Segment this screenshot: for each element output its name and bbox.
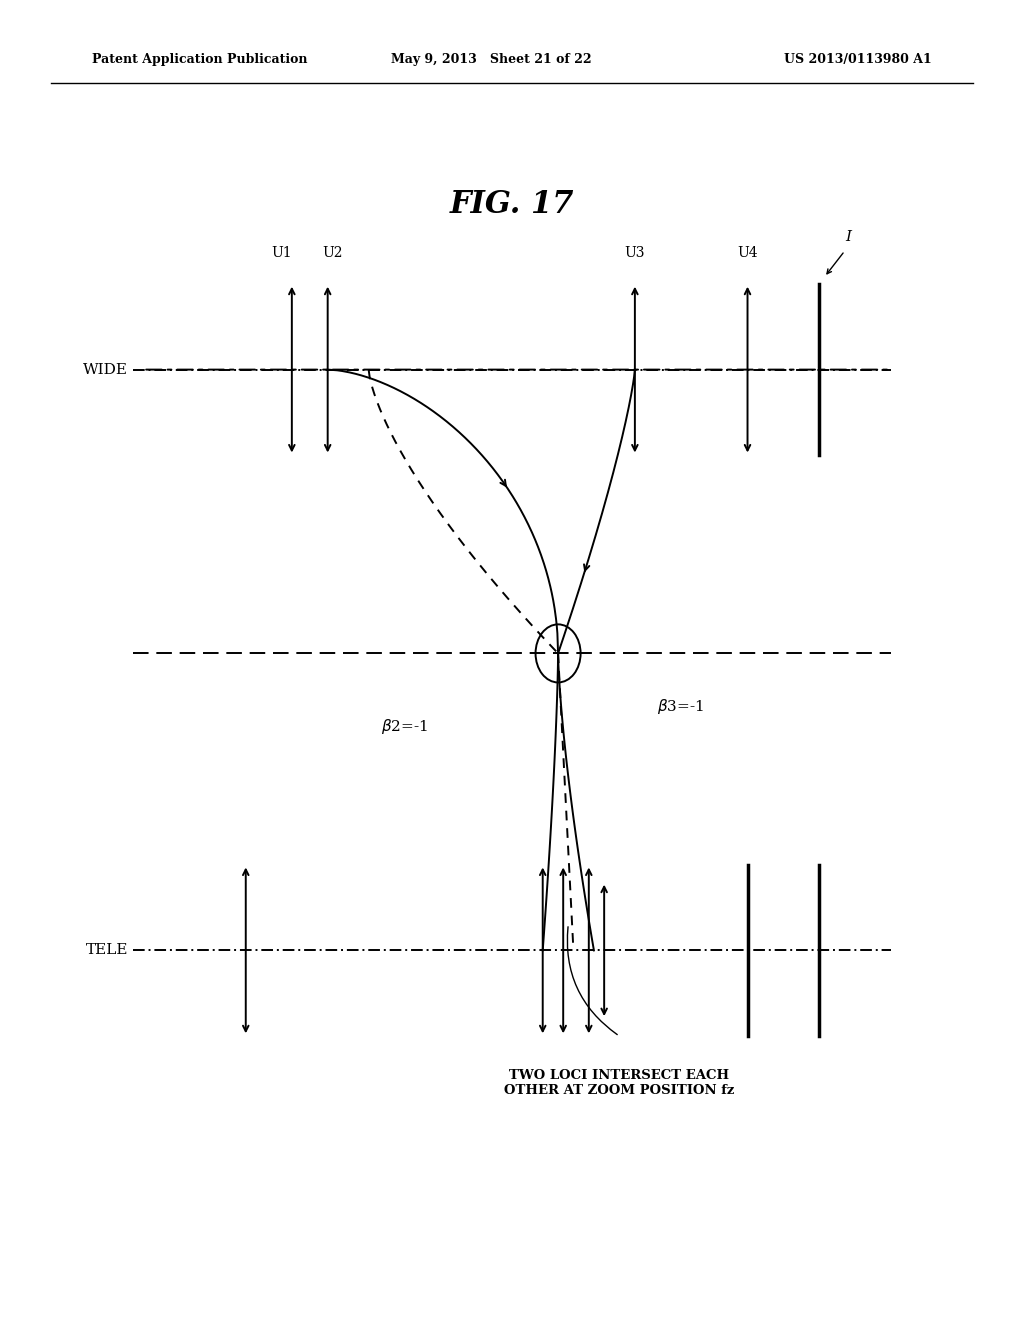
Text: I: I [845, 230, 851, 244]
Text: $\beta$3=-1: $\beta$3=-1 [657, 697, 705, 715]
Text: Patent Application Publication: Patent Application Publication [92, 53, 307, 66]
Text: May 9, 2013   Sheet 21 of 22: May 9, 2013 Sheet 21 of 22 [391, 53, 592, 66]
Text: WIDE: WIDE [83, 363, 128, 376]
Text: U3: U3 [625, 246, 645, 260]
Text: TELE: TELE [85, 944, 128, 957]
Text: TWO LOCI INTERSECT EACH
OTHER AT ZOOM POSITION fz: TWO LOCI INTERSECT EACH OTHER AT ZOOM PO… [505, 1069, 734, 1097]
Text: U2: U2 [323, 246, 343, 260]
Text: FIG. 17: FIG. 17 [450, 189, 574, 220]
Text: U4: U4 [737, 246, 758, 260]
Text: $\beta$2=-1: $\beta$2=-1 [381, 717, 428, 735]
Text: U1: U1 [271, 246, 292, 260]
Text: US 2013/0113980 A1: US 2013/0113980 A1 [784, 53, 932, 66]
